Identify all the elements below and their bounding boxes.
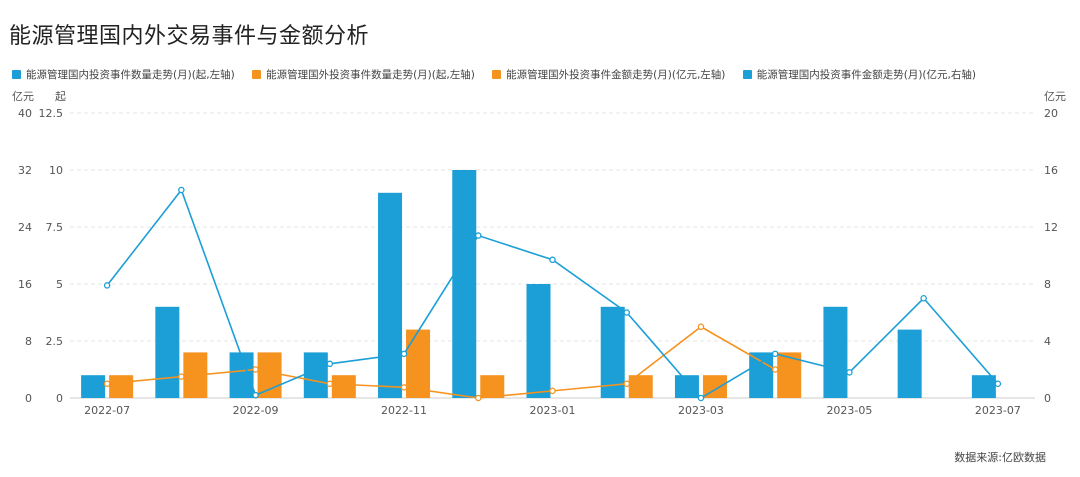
bar-foreign-count[interactable]	[702, 375, 727, 398]
bar-domestic-count[interactable]	[452, 170, 477, 398]
bar-foreign-count[interactable]	[480, 375, 505, 398]
point-domestic-amount[interactable]	[178, 186, 185, 194]
point-foreign-amount[interactable]	[326, 380, 334, 387]
left-count-tick-label: 10	[49, 164, 63, 177]
point-domestic-amount[interactable]	[103, 282, 111, 289]
legend-item-foreign-amount[interactable]: 能源管理国外投资事件金额走势(月)(亿元,左轴)	[492, 67, 725, 82]
axis-layer: 0 0 0 8 2.5 4 16 5 8 24 7.5 12 32 10 16 40 12.5 20 亿元 起 亿元 20…	[12, 90, 1066, 417]
right-amount-tick-label: 4	[1044, 335, 1051, 348]
bar-domestic-count[interactable]	[971, 375, 996, 398]
x-tick-label: 2023-07	[975, 404, 1021, 417]
left-amount-unit: 亿元	[12, 90, 34, 103]
point-domestic-amount[interactable]	[697, 394, 705, 402]
point-foreign-amount[interactable]	[623, 380, 630, 387]
point-foreign-amount[interactable]	[475, 394, 482, 402]
point-domestic-amount[interactable]	[623, 309, 630, 316]
right-amount-unit: 亿元	[1044, 90, 1066, 103]
grid-layer	[70, 112, 1035, 342]
point-domestic-amount[interactable]	[920, 294, 927, 302]
bar-domestic-count[interactable]	[229, 352, 254, 398]
bar-domestic-count[interactable]	[378, 192, 403, 398]
left-amount-tick-label: 16	[18, 278, 32, 291]
bar-domestic-count[interactable]	[81, 375, 106, 398]
left-amount-tick-label: 24	[18, 221, 32, 234]
point-domestic-amount[interactable]	[994, 380, 1002, 387]
bar-foreign-count[interactable]	[406, 329, 431, 398]
left-count-unit: 起	[55, 90, 66, 103]
bar-foreign-count[interactable]	[628, 375, 653, 398]
point-domestic-amount[interactable]	[549, 256, 556, 264]
x-tick-label: 2022-07	[84, 404, 130, 417]
legend-label-domestic-amount: 能源管理国内投资事件金额走势(月)(亿元,右轴)	[756, 69, 976, 81]
left-count-tick-label: 2.5	[46, 335, 64, 348]
point-domestic-amount[interactable]	[475, 232, 482, 239]
x-tick-label: 2023-03	[678, 404, 724, 417]
left-amount-tick-label: 32	[18, 164, 32, 177]
left-count-tick-label: 5	[56, 278, 63, 291]
legend-item-foreign-count[interactable]: 能源管理国外投资事件数量走势(月)(起,左轴)	[252, 67, 475, 82]
point-domestic-amount[interactable]	[846, 369, 853, 376]
x-tick-label: 2023-01	[530, 404, 576, 417]
bar-foreign-count[interactable]	[257, 352, 282, 398]
bar-domestic-count[interactable]	[155, 306, 180, 398]
point-domestic-amount[interactable]	[252, 391, 259, 399]
left-amount-tick-label: 0	[25, 392, 32, 405]
left-count-tick-label: 0	[56, 392, 63, 405]
point-domestic-amount[interactable]	[400, 350, 408, 358]
bar-domestic-count[interactable]	[823, 306, 848, 398]
bar-domestic-count[interactable]	[897, 329, 922, 398]
right-amount-tick-label: 20	[1044, 107, 1058, 120]
right-amount-tick-label: 12	[1044, 221, 1058, 234]
point-domestic-amount[interactable]	[326, 360, 334, 368]
bar-domestic-count[interactable]	[674, 375, 699, 398]
line-layer	[103, 186, 1002, 402]
bar-domestic-count[interactable]	[600, 306, 625, 398]
legend-label-foreign-count: 能源管理国外投资事件数量走势(月)(起,左轴)	[266, 69, 475, 81]
point-foreign-amount[interactable]	[178, 373, 185, 380]
point-foreign-amount[interactable]	[103, 380, 111, 387]
bar-domestic-count[interactable]	[303, 352, 328, 398]
left-count-tick-label: 12.5	[39, 107, 64, 120]
bar-foreign-count[interactable]	[331, 375, 356, 398]
chart-title: 能源管理国内外交易事件与金额分析	[9, 24, 370, 49]
legend-label-domestic-count: 能源管理国内投资事件数量走势(月)(起,左轴)	[26, 69, 235, 81]
x-tick-label: 2022-09	[233, 404, 279, 417]
left-count-tick-label: 7.5	[46, 221, 64, 234]
point-foreign-amount[interactable]	[252, 366, 259, 373]
legend-item-domestic-amount[interactable]: 能源管理国内投资事件金额走势(月)(亿元,右轴)	[742, 67, 976, 82]
bar-domestic-count[interactable]	[526, 284, 551, 398]
left-amount-tick-label: 40	[18, 107, 32, 120]
bar-domestic-count[interactable]	[749, 352, 774, 398]
legend-swatch-domestic-count	[12, 70, 21, 79]
legend: 能源管理国内投资事件数量走势(月)(起,左轴) 能源管理国外投资事件数量走势(月…	[12, 67, 990, 82]
legend-label-foreign-amount: 能源管理国外投资事件金额走势(月)(亿元,左轴)	[506, 69, 726, 81]
legend-item-domestic-count[interactable]: 能源管理国内投资事件数量走势(月)(起,左轴)	[12, 67, 235, 82]
right-amount-tick-label: 8	[1044, 278, 1051, 291]
x-tick-label: 2022-11	[381, 404, 427, 417]
legend-swatch-foreign-amount	[492, 70, 502, 79]
left-amount-tick-label: 8	[25, 335, 32, 348]
source-note: 数据来源:亿欧数据	[954, 451, 1046, 464]
point-foreign-amount[interactable]	[771, 366, 779, 373]
bar-foreign-count[interactable]	[109, 375, 134, 398]
right-amount-tick-label: 0	[1044, 392, 1051, 405]
point-foreign-amount[interactable]	[400, 384, 408, 391]
point-foreign-amount[interactable]	[549, 387, 556, 395]
legend-swatch-domestic-amount	[742, 70, 752, 79]
right-amount-tick-label: 16	[1044, 164, 1058, 177]
point-foreign-amount[interactable]	[697, 323, 705, 330]
point-domestic-amount[interactable]	[771, 350, 779, 358]
x-tick-label: 2023-05	[826, 404, 872, 417]
legend-swatch-foreign-count	[252, 70, 262, 79]
